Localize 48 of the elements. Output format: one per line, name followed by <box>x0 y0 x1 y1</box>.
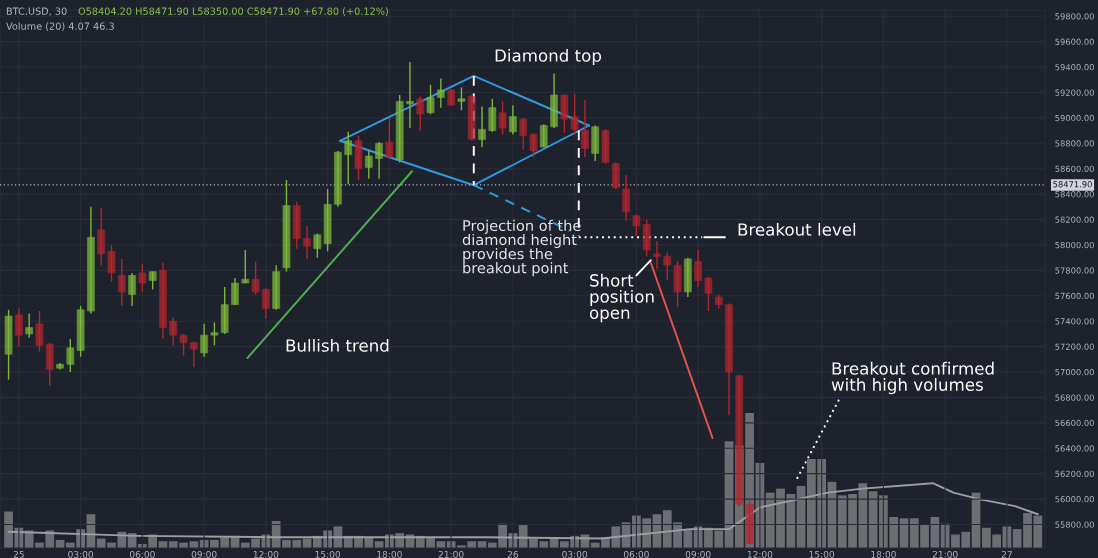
annotation: Short position open <box>589 273 654 323</box>
y-tick-label: 56800.00 <box>1055 394 1094 401</box>
y-tick-label: 56200.00 <box>1055 470 1094 477</box>
y-tick-label: 57200.00 <box>1055 343 1094 350</box>
x-tick-label: 18:00 <box>871 550 896 558</box>
x-tick-label: 09:00 <box>191 550 217 558</box>
x-tick-label: 09:00 <box>685 550 711 558</box>
annotation: Breakout level <box>738 222 856 236</box>
chart-title: BTC.USD, 30 <box>6 7 67 16</box>
x-tick-label: 03:00 <box>68 550 94 558</box>
annotation: O58404.20 H58471.90 L58350.00 C58471.90 +67.80 (+0.12%) <box>78 7 388 16</box>
x-tick-label: 18:00 <box>377 550 402 558</box>
annotation: Projection of the diamond height provides the breakout point <box>462 219 581 277</box>
x-tick-label: 06:00 <box>129 550 155 558</box>
y-tick-label: 59400.00 <box>1055 64 1094 71</box>
y-tick-label: 56600.00 <box>1055 419 1094 427</box>
y-tick-label: 56400.00 <box>1055 445 1094 452</box>
y-tick-label: 58400.00 <box>1055 191 1094 198</box>
x-tick-label: 27 <box>1001 550 1012 558</box>
x-tick-label: 03:00 <box>562 550 588 558</box>
y-tick-label: 59200.00 <box>1055 89 1094 96</box>
annotation: Bullish trend <box>286 338 389 352</box>
annotation: Breakout confirmed with high volumes <box>831 361 994 395</box>
x-tick-label: 25 <box>13 550 24 558</box>
y-tick-label: 57400.00 <box>1055 318 1094 325</box>
x-tick-label: 12:00 <box>253 550 279 558</box>
y-tick-label: 59000.00 <box>1055 114 1094 122</box>
y-tick-label: 58000.00 <box>1055 241 1094 249</box>
x-tick-label: 15:00 <box>809 550 835 558</box>
y-tick-label: 58800.00 <box>1055 140 1094 147</box>
x-tick-label: 26 <box>507 550 519 558</box>
y-tick-label: 59600.00 <box>1055 38 1094 45</box>
y-tick-label: 57800.00 <box>1055 267 1094 274</box>
ref-line-label: 58471.90 <box>1053 181 1092 188</box>
x-tick-label: 06:00 <box>623 550 649 558</box>
y-tick-label: 55800.00 <box>1055 521 1094 528</box>
y-tick-label: 56000.00 <box>1055 496 1094 503</box>
x-tick-label: 15:00 <box>315 550 341 558</box>
x-tick-label: 21:00 <box>932 550 958 558</box>
annotation: Diamond top <box>495 48 602 66</box>
y-tick-label: 58600.00 <box>1055 165 1094 172</box>
y-tick-label: 59800.00 <box>1055 13 1094 20</box>
x-tick-label: 21:00 <box>438 550 464 558</box>
y-tick-label: 58200.00 <box>1055 216 1094 223</box>
x-tick-label: 12:00 <box>747 550 773 558</box>
chart-title: Volume (20) 4.07 46.3 <box>6 22 114 31</box>
y-tick-label: 57600.00 <box>1055 292 1094 300</box>
y-tick-label: 57000.00 <box>1055 368 1094 376</box>
